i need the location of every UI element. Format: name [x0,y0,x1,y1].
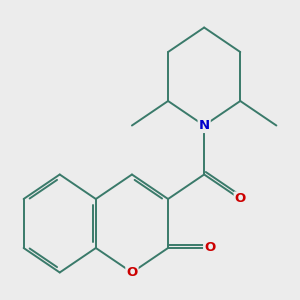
Text: N: N [199,119,210,132]
Text: O: O [235,193,246,206]
Text: O: O [126,266,138,279]
Text: O: O [204,242,215,254]
